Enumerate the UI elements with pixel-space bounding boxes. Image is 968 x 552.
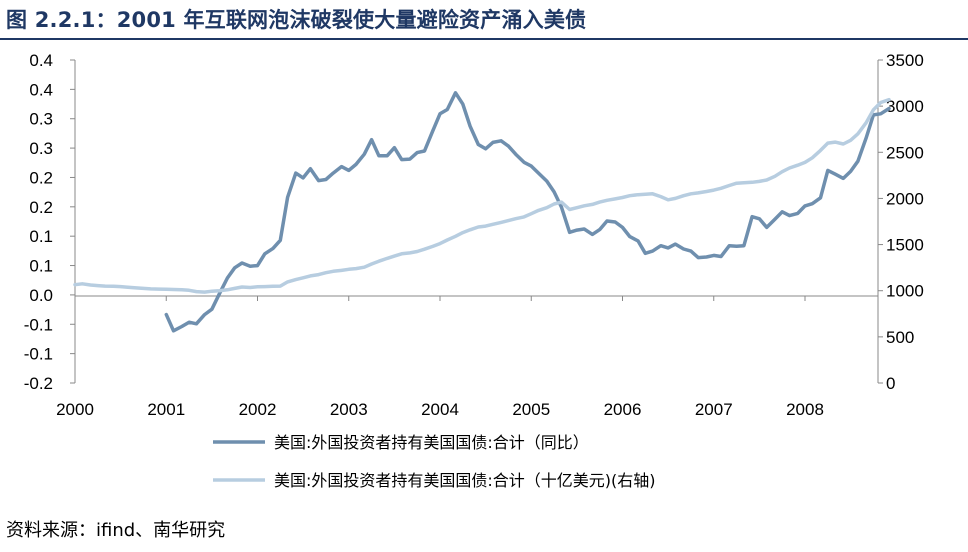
right-tick-label: 3000 [886,97,924,116]
plot-lines [73,91,891,333]
series-line-yoy [164,91,891,333]
chart-axes: 0.4 0.4 0.3 0.3 0.2 0.2 0.1 0.1 0.0 -0.1 -0.1 -0.2 3… [24,51,924,419]
series-line-holdings [73,97,891,294]
right-tick-label: 3500 [886,51,924,70]
left-tick-label: -0.1 [24,315,53,334]
x-tick-label: 2001 [147,400,185,419]
x-tick-label: 2007 [695,400,733,419]
chart-title: 图 2.2.1：2001 年互联网泡沫破裂使大量避险资产涌入美债 [6,8,587,32]
left-tick-label: 0.3 [29,139,53,158]
left-tick-label: 0.2 [29,168,53,187]
right-tick-label: 1000 [886,282,924,301]
right-tick-label: 0 [886,374,895,393]
right-tick-label: 2500 [886,143,924,162]
left-tick-label: -0.1 [24,345,53,364]
x-tick-label: 2005 [512,400,550,419]
left-tick-label: 0.4 [29,51,53,70]
left-tick-label: 0.4 [29,80,53,99]
right-tick-label: 1500 [886,236,924,255]
left-tick-label: 0.3 [29,110,53,129]
x-tick-label: 2003 [330,400,368,419]
x-tick-label: 2006 [604,400,642,419]
legend-label-yoy: 美国:外国投资者持有美国国债:合计（同比） [274,433,589,452]
chart-legend: 美国:外国投资者持有美国国债:合计（同比） 美国:外国投资者持有美国国债:合计（十… [213,433,656,490]
left-tick-label: 0.2 [29,198,53,217]
left-tick-label: 0.1 [29,257,53,276]
left-tick-label: 0.1 [29,227,53,246]
title-divider [0,38,968,40]
source-note: 资料来源：ifind、南华研究 [6,520,226,541]
left-tick-label: 0.0 [29,286,53,305]
x-tick-label: 2002 [239,400,277,419]
right-tick-label: 500 [886,328,914,347]
legend-label-holdings: 美国:外国投资者持有美国国债:合计（十亿美元)(右轴) [274,471,656,490]
left-tick-label: -0.2 [24,374,53,393]
x-tick-label: 2008 [786,400,824,419]
x-tick-label: 2004 [421,400,459,419]
x-tick-label: 2000 [56,400,94,419]
right-tick-label: 2000 [886,189,924,208]
